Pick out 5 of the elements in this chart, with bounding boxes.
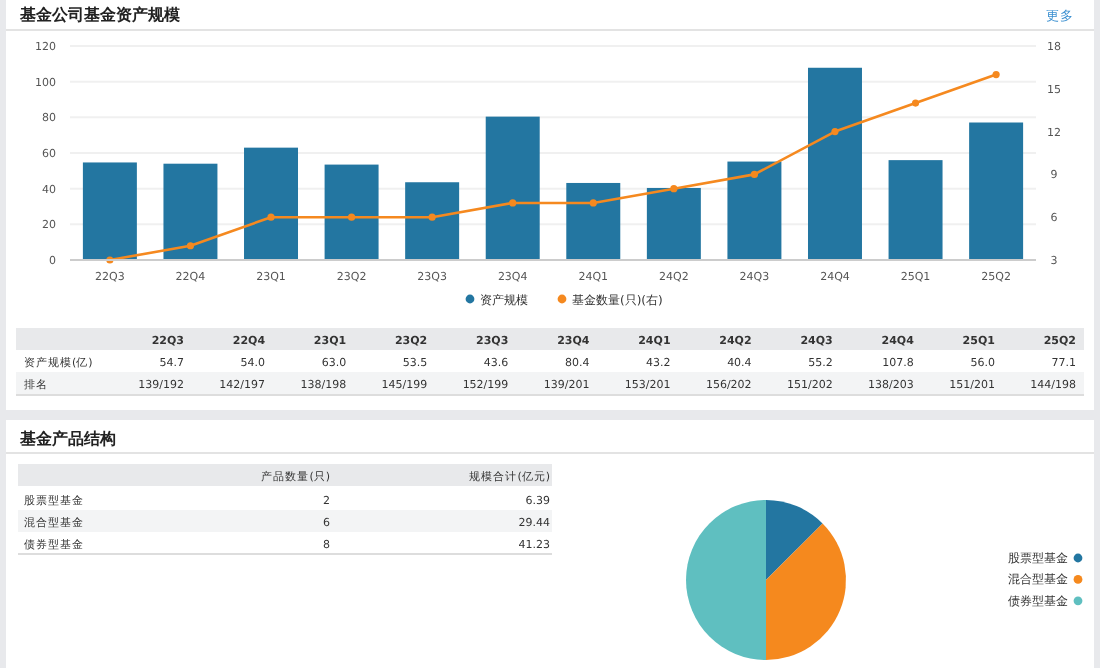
- pie-slice: [766, 500, 823, 580]
- text: 基金产品结构: [18, 430, 116, 448]
- pie-slice: [686, 500, 766, 660]
- pie-slice: [766, 523, 846, 660]
- chart-title: 基金公司基金资产规模: [18, 6, 182, 24]
